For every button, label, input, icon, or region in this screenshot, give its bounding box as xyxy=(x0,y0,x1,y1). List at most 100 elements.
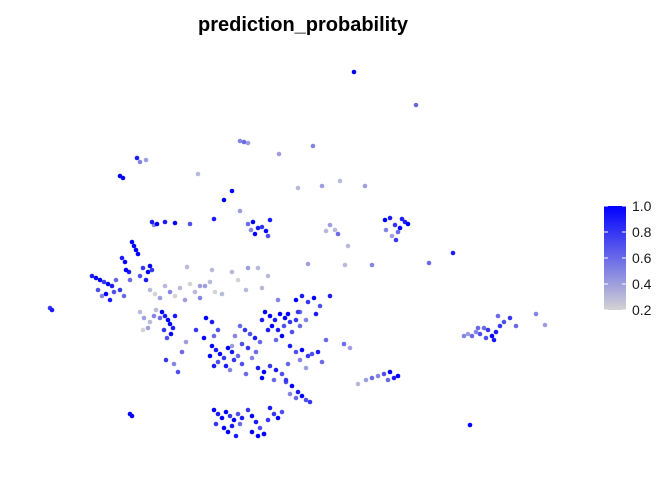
data-point xyxy=(145,269,151,275)
data-point xyxy=(172,293,178,299)
data-point xyxy=(201,335,207,341)
scatter-points xyxy=(47,69,548,439)
data-point xyxy=(252,231,258,237)
data-point xyxy=(219,291,225,297)
data-point xyxy=(305,299,311,305)
data-point xyxy=(219,415,225,421)
data-point xyxy=(154,221,160,227)
data-point xyxy=(305,353,311,359)
data-point xyxy=(170,325,176,331)
data-point xyxy=(103,291,109,297)
data-point xyxy=(279,333,285,339)
data-point xyxy=(342,262,348,268)
data-point xyxy=(269,323,275,329)
data-point xyxy=(209,343,215,349)
data-point xyxy=(285,361,291,367)
data-point xyxy=(245,221,251,227)
data-point xyxy=(265,273,271,279)
data-point xyxy=(99,293,105,299)
data-point xyxy=(265,233,271,239)
data-point xyxy=(147,287,153,293)
data-point xyxy=(392,222,398,228)
data-point xyxy=(289,383,295,389)
data-point xyxy=(109,283,115,289)
data-point xyxy=(245,345,251,351)
data-point xyxy=(252,335,258,341)
legend-tick-label: 0.4 xyxy=(632,276,652,292)
data-point xyxy=(235,277,241,283)
data-point xyxy=(221,425,227,431)
data-point xyxy=(303,365,309,371)
data-point xyxy=(262,309,268,315)
data-point xyxy=(281,323,287,329)
data-point xyxy=(327,222,333,228)
data-point xyxy=(193,327,199,333)
data-point xyxy=(179,349,185,355)
data-point xyxy=(382,217,388,223)
data-point xyxy=(119,255,125,261)
data-point xyxy=(221,355,227,361)
data-point xyxy=(276,151,282,157)
data-point xyxy=(249,355,255,361)
data-point xyxy=(385,377,391,383)
data-point xyxy=(161,327,167,333)
legend-tick-label: 0.6 xyxy=(632,250,652,266)
data-point xyxy=(347,345,353,351)
data-point xyxy=(267,363,273,369)
data-point xyxy=(369,262,375,268)
data-point xyxy=(143,157,149,163)
data-point xyxy=(473,329,479,335)
data-point xyxy=(513,323,519,329)
data-point xyxy=(413,102,419,108)
data-point xyxy=(272,317,278,323)
data-point xyxy=(369,375,375,381)
data-point xyxy=(172,220,178,226)
data-point xyxy=(209,319,215,325)
data-point xyxy=(305,261,311,267)
data-point xyxy=(227,367,233,373)
data-point xyxy=(285,311,291,317)
data-point xyxy=(207,353,213,359)
data-point xyxy=(293,395,299,401)
data-point xyxy=(332,227,338,233)
data-point xyxy=(237,421,243,427)
data-point xyxy=(295,185,301,191)
data-point xyxy=(163,357,169,363)
data-point xyxy=(89,273,95,279)
data-point xyxy=(147,319,153,325)
data-point xyxy=(483,335,489,341)
data-point xyxy=(323,228,329,234)
data-point xyxy=(215,327,221,333)
data-point xyxy=(389,233,395,239)
data-point xyxy=(247,331,253,337)
data-point xyxy=(184,264,190,270)
data-point xyxy=(399,216,405,222)
data-point xyxy=(259,285,265,291)
data-point xyxy=(255,225,261,231)
data-point xyxy=(287,391,293,397)
data-point xyxy=(395,373,401,379)
data-point xyxy=(461,333,467,339)
data-point xyxy=(297,323,303,329)
data-point xyxy=(195,171,201,177)
data-point xyxy=(243,371,249,377)
data-point xyxy=(307,399,313,405)
data-point xyxy=(217,351,223,357)
data-point xyxy=(299,347,305,353)
data-point xyxy=(351,69,357,75)
data-point xyxy=(229,269,235,275)
data-point xyxy=(134,155,140,161)
data-point xyxy=(282,315,288,321)
data-point xyxy=(275,415,281,421)
data-point xyxy=(183,339,189,345)
legend-tick-label: 0.2 xyxy=(632,302,652,318)
data-point xyxy=(249,429,255,435)
data-point xyxy=(227,413,233,419)
data-point xyxy=(387,369,393,375)
data-point xyxy=(172,313,178,319)
data-point xyxy=(383,227,389,233)
data-point xyxy=(295,389,301,395)
data-point xyxy=(271,377,277,383)
data-point xyxy=(157,295,163,301)
